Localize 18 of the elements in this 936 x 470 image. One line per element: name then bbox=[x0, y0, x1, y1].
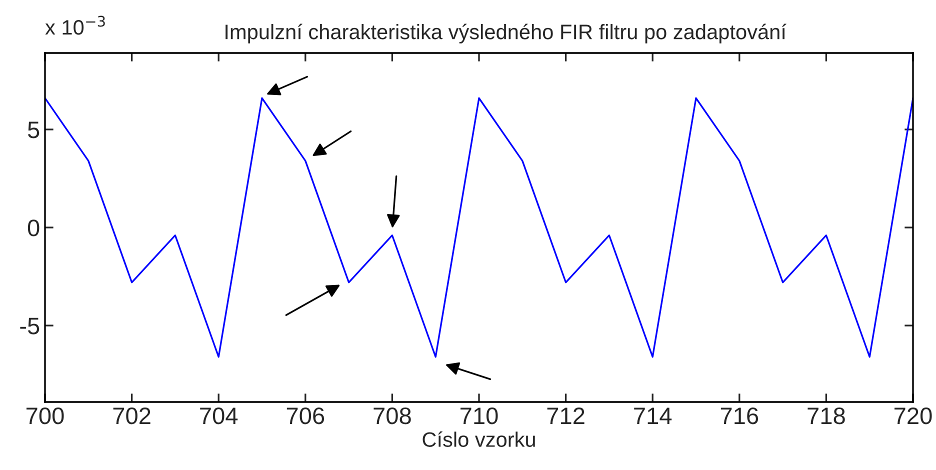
x-tick-label: 716 bbox=[720, 407, 758, 424]
x-tick-label: 712 bbox=[547, 407, 584, 424]
x-axis-title: Císlo vzorku bbox=[422, 431, 535, 447]
x-tick-label: 706 bbox=[286, 407, 324, 424]
line-series bbox=[45, 97, 913, 358]
x-tick-label: 702 bbox=[113, 407, 150, 424]
y-tick-label: -5 bbox=[20, 318, 40, 334]
x-tick-label: 708 bbox=[374, 407, 411, 424]
x-tick-label: 700 bbox=[26, 407, 64, 424]
x-tick-label: 718 bbox=[808, 407, 845, 424]
x-tick-label: 714 bbox=[634, 408, 672, 424]
text: x 10$^{−3}$ bbox=[45, 16, 105, 35]
y-tick-label: 0 bbox=[28, 220, 40, 236]
x-tick-label: 720 bbox=[894, 407, 932, 424]
x-tick-label: 710 bbox=[460, 407, 498, 424]
x-tick-label: 704 bbox=[200, 407, 238, 424]
y-tick-label: 5 bbox=[28, 122, 40, 138]
chart-title: Impulzní charakteristika výsledného FIR filtru po zadaptování bbox=[226, 24, 786, 44]
